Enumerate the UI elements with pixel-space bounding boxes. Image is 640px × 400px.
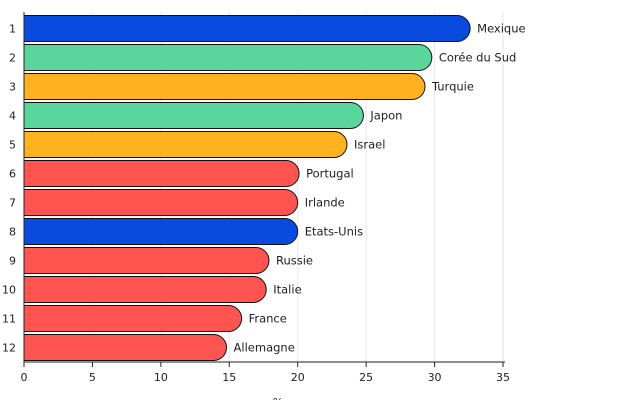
category-label: Corée du Sud	[439, 51, 516, 65]
rank-label: 7	[9, 197, 16, 210]
labels-layer: 1 Mexique 2 Corée du Sud 3 Turquie 4 Japon 5 Isra…	[2, 22, 526, 355]
category-label: Italie	[273, 283, 301, 297]
x-tick-label: 5	[89, 371, 96, 384]
rank-label: 9	[9, 255, 16, 268]
category-label: Etats-Unis	[305, 225, 363, 239]
x-tick-label: 35	[496, 371, 510, 384]
bar-turquie	[23, 73, 426, 100]
bar-mexique	[23, 15, 471, 42]
rank-label: 1	[9, 23, 16, 36]
category-label: Turquie	[431, 80, 474, 94]
rank-label: 2	[9, 52, 16, 65]
category-label: Russie	[276, 254, 313, 268]
category-label: Mexique	[477, 22, 525, 36]
x-tick-label: 30	[428, 371, 442, 384]
rank-label: 5	[9, 139, 16, 152]
rank-label: 11	[2, 313, 16, 326]
bar-japon	[23, 102, 364, 129]
bar-cor-e-du-sud	[23, 44, 433, 71]
category-label: Japon	[369, 109, 402, 123]
rank-label: 12	[2, 342, 16, 355]
bar-israel	[23, 131, 348, 158]
x-tick-label: 0	[21, 371, 28, 384]
x-tick-label: 15	[222, 371, 236, 384]
category-label: France	[249, 312, 287, 326]
rank-label: 6	[9, 168, 16, 181]
category-label: Allemagne	[234, 341, 295, 355]
x-tick-label: 20	[291, 371, 305, 384]
rank-label: 10	[2, 284, 16, 297]
category-label: Irlande	[305, 196, 345, 210]
bar-russie	[23, 247, 270, 274]
x-tick-label: 10	[154, 371, 168, 384]
bar-allemagne	[23, 334, 228, 361]
rank-label: 3	[9, 81, 16, 94]
bar-italie	[23, 276, 267, 303]
category-label: Israel	[354, 138, 385, 152]
rank-label: 4	[9, 110, 16, 123]
x-axis: 0 5 10 15 20 25 30 35	[21, 12, 510, 384]
bar-etats-unis	[23, 218, 299, 245]
x-tick-label: 25	[359, 371, 373, 384]
bar-irlande	[23, 189, 299, 216]
bar-portugal	[23, 160, 300, 187]
category-label: Portugal	[306, 167, 354, 181]
rank-label: 8	[9, 226, 16, 239]
bar-france	[23, 305, 243, 332]
x-axis-title: %	[273, 396, 283, 400]
bars-layer	[23, 15, 471, 361]
